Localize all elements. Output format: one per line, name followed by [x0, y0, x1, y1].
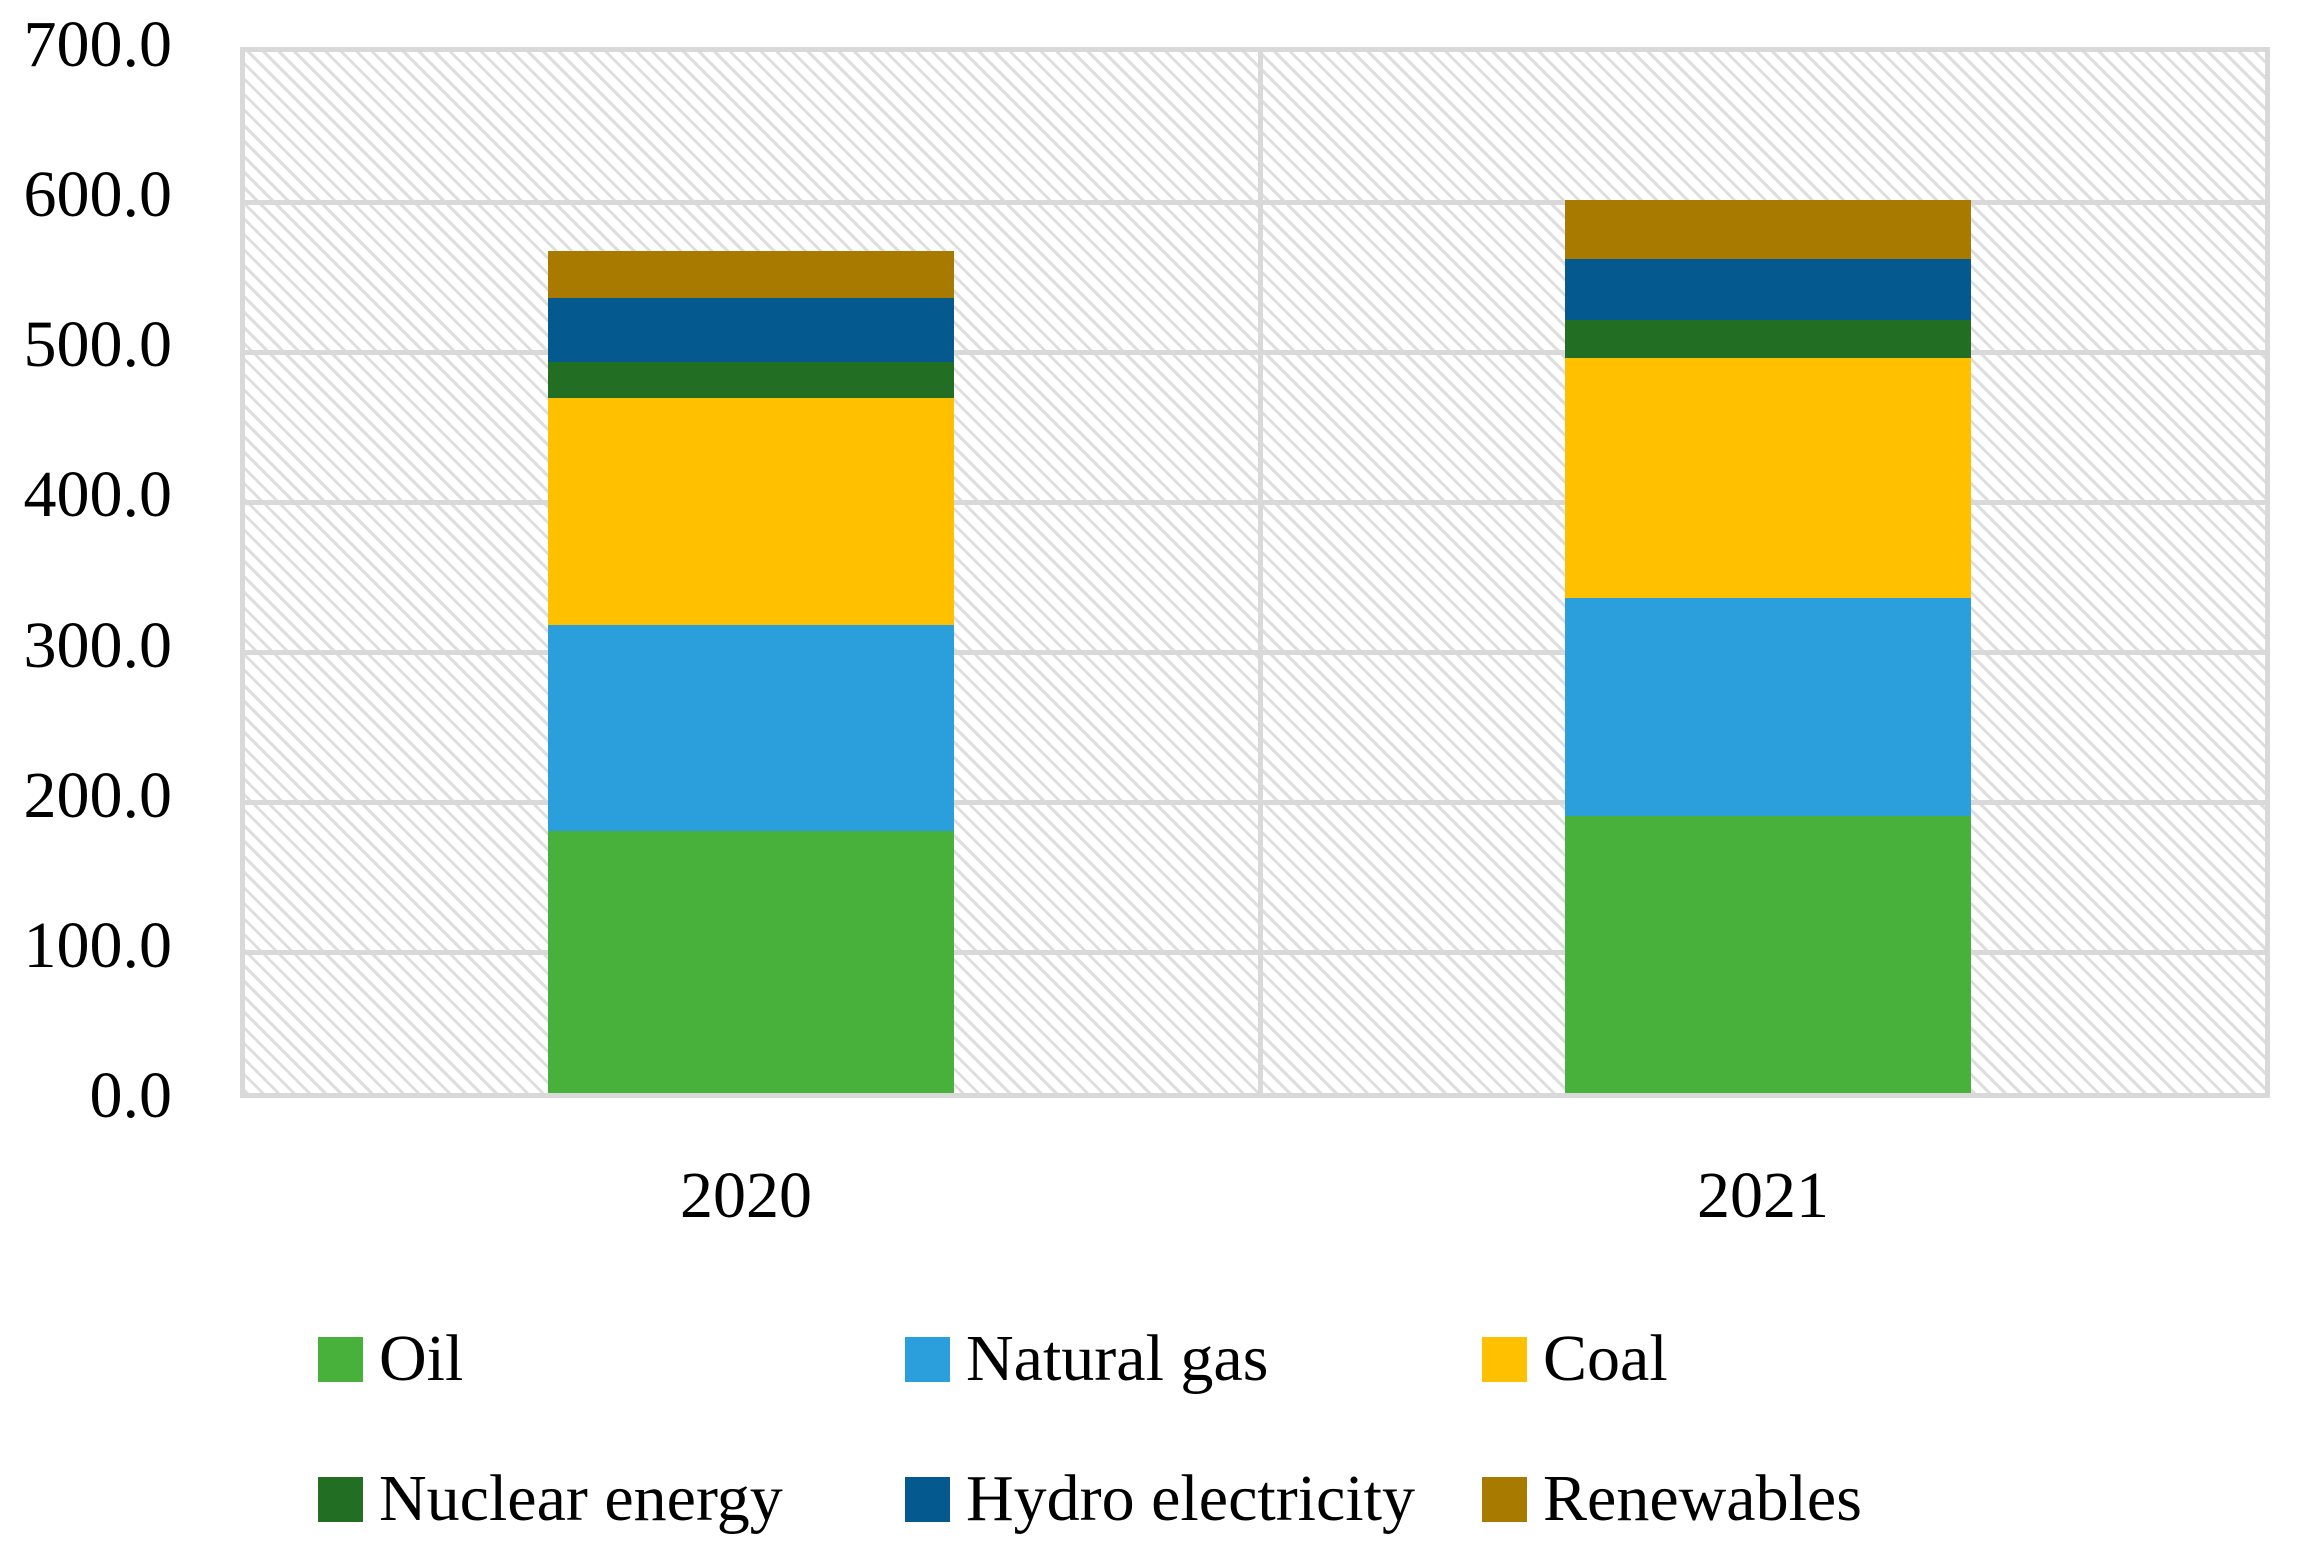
y-axis-label: 500.0	[23, 308, 173, 382]
bar-segment-oil-2021[interactable]	[1565, 816, 1971, 1093]
y-axis-label: 200.0	[23, 758, 173, 832]
x-axis-label-2020: 2020	[680, 1159, 812, 1232]
bar-2021[interactable]	[1565, 199, 1971, 1093]
y-axis-label: 300.0	[23, 608, 173, 682]
legend-label-renewables: Renewables	[1543, 1462, 1862, 1535]
bar-segment-coal-2021[interactable]	[1565, 357, 1971, 599]
legend-item-nuclear-energy[interactable]: Nuclear energy	[318, 1466, 783, 1532]
legend-label-nuclear-energy: Nuclear energy	[379, 1462, 783, 1535]
bar-segment-hydro-electricity-2021[interactable]	[1565, 259, 1971, 320]
legend-item-oil[interactable]: Oil	[318, 1326, 463, 1392]
y-axis-label: 700.0	[23, 8, 173, 81]
x-axis-label-2021: 2021	[1697, 1159, 1829, 1232]
y-axis-label: 100.0	[23, 908, 173, 982]
legend-swatch-hydro-electricity	[905, 1476, 950, 1522]
gridline-horizontal	[245, 650, 2265, 656]
y-axis-label: 400.0	[23, 458, 173, 532]
legend-swatch-nuclear-energy	[318, 1476, 363, 1522]
bar-segment-oil-2020[interactable]	[548, 831, 954, 1093]
legend-item-coal[interactable]: Coal	[1482, 1326, 1668, 1392]
y-axis-label: 600.0	[23, 158, 173, 232]
legend-item-renewables[interactable]: Renewables	[1482, 1466, 1862, 1532]
legend-swatch-renewables	[1482, 1476, 1527, 1522]
plot-area	[240, 47, 2270, 1098]
bar-2020[interactable]	[548, 250, 954, 1093]
bar-segment-renewables-2021[interactable]	[1565, 199, 1971, 260]
legend-swatch-natural-gas	[905, 1336, 950, 1382]
legend-label-hydro-electricity: Hydro electricity	[966, 1462, 1415, 1535]
gridline-horizontal	[245, 199, 2265, 205]
legend-swatch-oil	[318, 1336, 363, 1382]
legend-label-natural-gas: Natural gas	[966, 1322, 1269, 1395]
y-axis-label: 0.0	[89, 1059, 173, 1132]
legend-swatch-coal	[1482, 1336, 1527, 1382]
bar-segment-hydro-electricity-2020[interactable]	[548, 298, 954, 362]
bar-segment-coal-2020[interactable]	[548, 397, 954, 625]
gridline-horizontal	[245, 499, 2265, 505]
bar-segment-renewables-2020[interactable]	[548, 250, 954, 299]
gridline-horizontal	[245, 800, 2265, 806]
legend-label-coal: Coal	[1543, 1322, 1668, 1395]
legend-item-hydro-electricity[interactable]: Hydro electricity	[905, 1466, 1415, 1532]
bar-segment-natural-gas-2020[interactable]	[548, 624, 954, 832]
bar-segment-natural-gas-2021[interactable]	[1565, 598, 1971, 817]
gridline-vertical	[1257, 52, 1263, 1093]
bar-segment-nuclear-energy-2021[interactable]	[1565, 319, 1971, 358]
bar-segment-nuclear-energy-2020[interactable]	[548, 361, 954, 398]
legend-label-oil: Oil	[379, 1322, 464, 1395]
gridline-horizontal	[245, 349, 2265, 355]
gridline-horizontal	[245, 950, 2265, 956]
legend-item-natural-gas[interactable]: Natural gas	[905, 1326, 1268, 1392]
